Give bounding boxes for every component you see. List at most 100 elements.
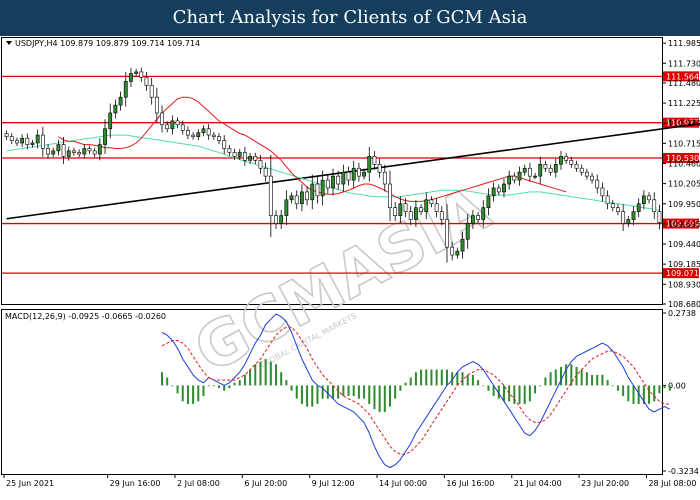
candle-body	[232, 152, 237, 157]
candle-body	[149, 85, 154, 98]
level-tag	[663, 218, 699, 229]
candle-body	[325, 179, 330, 189]
macd-histogram-bar	[285, 380, 288, 386]
price-tick-label: 109.440	[668, 240, 700, 249]
price-tick-label: 108.680	[668, 300, 700, 309]
candle-body	[129, 73, 133, 82]
macd-plot: 0.2738 0.00 -0.3234	[161, 309, 699, 476]
level-label: 109.699	[666, 220, 699, 229]
price-tick-label: 110.715	[668, 139, 700, 148]
candle-body	[56, 144, 61, 152]
price-panel-frame	[1, 37, 663, 305]
price-axis: 111.985 111.730 111.480 111.225 110.970 110.7…	[662, 39, 700, 309]
candle-body	[320, 179, 325, 197]
macd-histogram-bar	[223, 385, 226, 391]
macd-histogram-bar	[295, 385, 298, 399]
level-label: 110.530	[666, 154, 699, 163]
macd-histogram-bar	[554, 369, 557, 386]
macd-histogram-bar	[565, 364, 568, 386]
macd-histogram-bar	[394, 385, 397, 399]
candle-body	[605, 195, 610, 205]
macd-histogram-bar	[477, 380, 480, 386]
macd-histogram-bar	[627, 385, 630, 402]
price-tick-label: 110.205	[668, 180, 700, 189]
candle-body	[186, 130, 190, 136]
candle-body	[46, 148, 50, 155]
macd-histogram-bar	[570, 364, 573, 386]
candle-body	[61, 144, 66, 157]
macd-tick-label: -0.3234	[668, 467, 699, 476]
candle-body	[382, 171, 387, 185]
candle-body	[165, 124, 170, 130]
candle-body	[217, 136, 221, 141]
candle-body	[346, 171, 351, 181]
macd-histogram-bar	[492, 385, 495, 397]
candle-body	[543, 163, 548, 169]
candle-body	[367, 156, 372, 173]
macd-histogram-bar	[368, 385, 371, 404]
candle-body	[398, 203, 403, 216]
macd-histogram-bar	[611, 385, 614, 387]
price-tick-label: 109.185	[668, 260, 700, 269]
macd-histogram-bar	[622, 385, 625, 397]
macd-panel-frame	[1, 309, 663, 475]
time-tick-label: 28 Jul 08:00	[648, 479, 696, 488]
macd-histogram-bar	[202, 385, 205, 397]
time-tick-label: 21 Jul 04:00	[514, 479, 562, 488]
candle-body	[553, 163, 558, 173]
trendline-layer	[6, 122, 700, 220]
macd-histogram-bar	[430, 369, 433, 386]
macd-histogram-bar	[306, 385, 309, 407]
candle-body	[211, 134, 216, 137]
macd-histogram-bar	[264, 358, 267, 386]
candle-body	[512, 175, 517, 181]
candle-body	[227, 148, 232, 153]
candle-body	[160, 112, 164, 126]
macd-histogram-bar	[404, 382, 407, 386]
candle-body	[139, 71, 144, 78]
candle-body	[263, 167, 268, 177]
macd-histogram-bar	[497, 385, 500, 399]
candle-body	[590, 175, 594, 181]
candle-body	[206, 128, 211, 136]
candle-body	[97, 144, 102, 155]
macd-histogram-bar	[300, 385, 303, 404]
macd-histogram-bar	[456, 372, 459, 386]
macd-histogram-bar	[186, 385, 189, 404]
candle-body	[595, 179, 600, 189]
candle-body	[35, 134, 40, 144]
candle-body	[170, 120, 175, 130]
candle-body	[201, 128, 206, 134]
macd-histogram-bar	[409, 377, 412, 386]
macd-histogram-bar	[528, 385, 531, 402]
candle-body	[533, 175, 537, 178]
candle-body	[134, 71, 139, 74]
candle-body	[284, 199, 289, 216]
macd-histogram-bar	[549, 372, 552, 386]
candle-body	[610, 203, 615, 209]
candle-body	[445, 219, 449, 248]
candle-body	[87, 148, 92, 152]
macd-histogram-bar	[176, 385, 179, 394]
time-tick-label: 2 Jul 08:00	[177, 479, 220, 488]
macd-histogram-bar	[642, 385, 645, 404]
macd-histogram-bar	[513, 385, 516, 404]
macd-histogram-bar	[357, 385, 360, 399]
candle-body	[258, 160, 263, 169]
macd-histogram-bar	[445, 369, 448, 386]
macd-histogram-bar	[591, 374, 594, 386]
macd-histogram-bar	[218, 385, 221, 389]
price-tick-label: 109.950	[668, 200, 700, 209]
candle-body	[30, 142, 35, 145]
macd-histogram-bar	[254, 364, 257, 386]
candle-body	[388, 183, 392, 209]
macd-histogram-bar	[290, 385, 293, 391]
macd-histogram-bar	[388, 385, 391, 407]
candle-body	[652, 199, 657, 212]
candle-body	[20, 137, 25, 144]
candle-body	[502, 183, 506, 193]
candle-body	[305, 191, 309, 201]
candle-body	[408, 211, 413, 220]
macd-histogram-bar	[249, 369, 252, 386]
